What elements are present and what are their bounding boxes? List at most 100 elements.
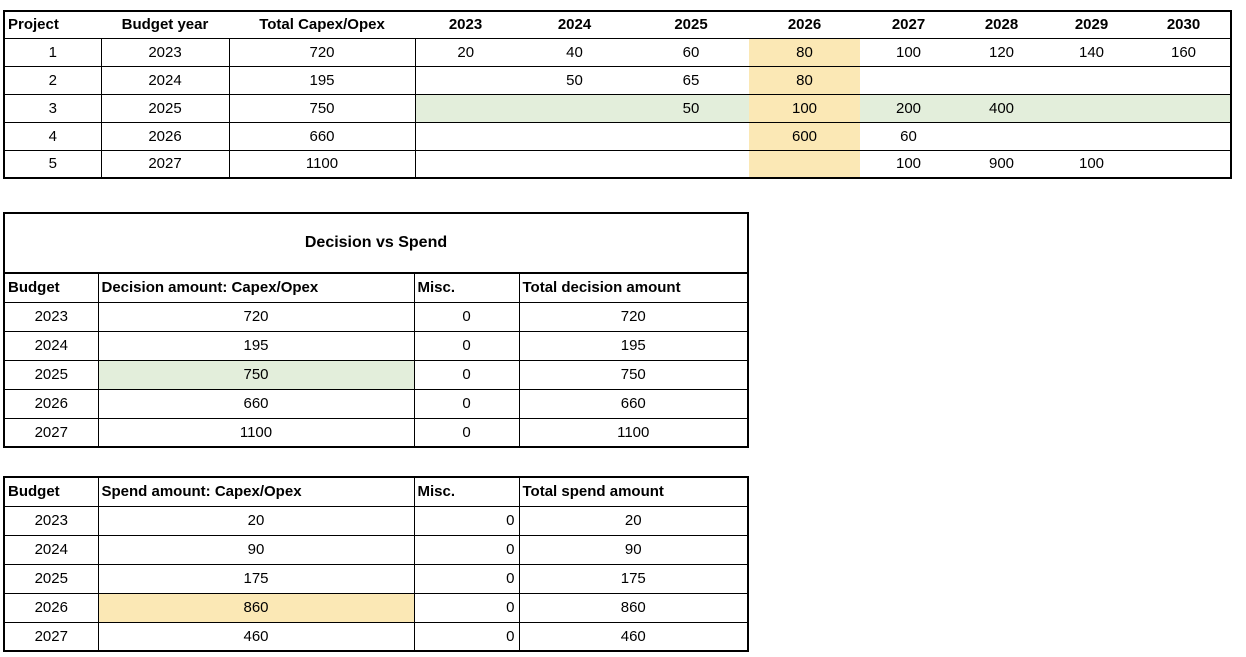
- col-header-spend-amount: Spend amount: Capex/Opex: [97, 476, 415, 507]
- project-row-2: 2 2024 195 50 65 80: [4, 66, 1231, 95]
- cell-total: 195: [229, 66, 416, 95]
- cell-2028: 900: [957, 150, 1046, 179]
- cell-total-spend: 20: [518, 505, 749, 536]
- cell-misc: 0: [413, 592, 520, 623]
- cell-spend-amount: 175: [97, 563, 415, 594]
- decision-row-2026: 2026 660 0 660: [3, 388, 749, 419]
- project-row-4: 4 2026 660 600 60: [4, 122, 1231, 151]
- cell-misc: 0: [413, 621, 520, 652]
- decision-table-title-row: Decision vs Spend: [4, 213, 748, 274]
- project-row-1: 1 2023 720 20 40 60 80 100 120 140 160: [4, 38, 1231, 67]
- col-header-2029: 2029: [1046, 11, 1137, 39]
- cell-2023: [415, 66, 516, 95]
- decision-row-2025: 2025 750 0 750: [3, 359, 749, 390]
- cell-2028: [957, 122, 1046, 151]
- cell-2024: [516, 150, 633, 179]
- decision-row-2023: 2023 720 0 720: [3, 301, 749, 332]
- cell-budget-year: 2027: [101, 150, 230, 179]
- cell-2023: [415, 122, 516, 151]
- cell-budget: 2024: [3, 330, 99, 361]
- projects-header-row: Project Budget year Total Capex/Opex 202…: [4, 11, 1231, 39]
- cell-decision-amount-highlighted: 750: [97, 359, 415, 390]
- cell-2025: 65: [633, 66, 749, 95]
- cell-2023: [415, 150, 516, 179]
- cell-2026-highlighted: 80: [749, 66, 860, 95]
- cell-total-decision: 750: [518, 359, 749, 390]
- spend-row-2026: 2026 860 0 860: [3, 592, 749, 623]
- cell-2029: [1046, 66, 1137, 95]
- cell-spend-amount: 460: [97, 621, 415, 652]
- col-header-misc: Misc.: [413, 272, 520, 303]
- cell-2024: [516, 122, 633, 151]
- cell-total: 660: [229, 122, 416, 151]
- cell-2025: [633, 122, 749, 151]
- col-header-budget: Budget: [3, 476, 99, 507]
- cell-2028-highlighted: 400: [957, 94, 1046, 123]
- cell-2024-highlighted: [516, 94, 633, 123]
- cell-2027: 100: [860, 38, 957, 67]
- cell-2029: 140: [1046, 38, 1137, 67]
- cell-2030: [1137, 150, 1231, 179]
- cell-project: 1: [4, 38, 102, 67]
- cell-2027: [860, 66, 957, 95]
- cell-budget: 2024: [3, 534, 99, 565]
- cell-misc: 0: [413, 359, 520, 390]
- cell-total-decision: 660: [518, 388, 749, 419]
- cell-spend-amount-highlighted: 860: [97, 592, 415, 623]
- cell-budget-year: 2025: [101, 94, 230, 123]
- cell-2027: 60: [860, 122, 957, 151]
- cell-2025-highlighted: 50: [633, 94, 749, 123]
- projects-table: Project Budget year Total Capex/Opex 202…: [3, 10, 1232, 179]
- cell-2028: 120: [957, 38, 1046, 67]
- cell-budget-year: 2023: [101, 38, 230, 67]
- cell-budget: 2025: [3, 563, 99, 594]
- cell-budget-year: 2026: [101, 122, 230, 151]
- spend-row-2023: 2023 20 0 20: [3, 505, 749, 536]
- project-row-3: 3 2025 750 50 100 200 400: [4, 94, 1231, 123]
- cell-2030-highlighted: [1137, 94, 1231, 123]
- cell-decision-amount: 660: [97, 388, 415, 419]
- cell-project: 5: [4, 150, 102, 179]
- project-row-5: 5 2027 1100 100 900 100: [4, 150, 1231, 179]
- cell-2026-highlighted: 600: [749, 122, 860, 151]
- decision-table-title: Decision vs Spend: [4, 213, 748, 274]
- cell-budget: 2023: [3, 301, 99, 332]
- cell-project: 3: [4, 94, 102, 123]
- cell-total: 720: [229, 38, 416, 67]
- cell-total-spend: 90: [518, 534, 749, 565]
- cell-total-spend: 860: [518, 592, 749, 623]
- cell-2028: [957, 66, 1046, 95]
- col-header-budget-year: Budget year: [101, 11, 229, 39]
- spend-header-row: Budget Spend amount: Capex/Opex Misc. To…: [3, 476, 749, 507]
- cell-2030: [1137, 66, 1231, 95]
- cell-budget: 2023: [3, 505, 99, 536]
- cell-budget: 2026: [3, 388, 99, 419]
- cell-decision-amount: 720: [97, 301, 415, 332]
- decision-header-row: Budget Decision amount: Capex/Opex Misc.…: [3, 272, 749, 303]
- cell-total-decision: 1100: [518, 417, 749, 448]
- cell-2027: 100: [860, 150, 957, 179]
- col-header-2024: 2024: [516, 11, 633, 39]
- cell-2030: 160: [1137, 38, 1231, 67]
- cell-total: 1100: [229, 150, 416, 179]
- cell-spend-amount: 90: [97, 534, 415, 565]
- col-header-misc: Misc.: [413, 476, 520, 507]
- cell-2025: [633, 150, 749, 179]
- cell-misc: 0: [413, 388, 520, 419]
- cell-project: 2: [4, 66, 102, 95]
- cell-project: 4: [4, 122, 102, 151]
- cell-misc: 0: [413, 301, 520, 332]
- decision-table: Decision vs Spend Budget Decision amount…: [3, 212, 749, 448]
- cell-misc: 0: [413, 330, 520, 361]
- spend-table: Budget Spend amount: Capex/Opex Misc. To…: [3, 476, 749, 652]
- col-header-total-capex-opex: Total Capex/Opex: [229, 11, 415, 39]
- col-header-total-spend: Total spend amount: [518, 476, 749, 507]
- cell-budget: 2027: [3, 621, 99, 652]
- col-header-2023: 2023: [415, 11, 516, 39]
- cell-total-spend: 175: [518, 563, 749, 594]
- cell-2024: 40: [516, 38, 633, 67]
- spend-row-2025: 2025 175 0 175: [3, 563, 749, 594]
- decision-row-2024: 2024 195 0 195: [3, 330, 749, 361]
- col-header-2028: 2028: [957, 11, 1046, 39]
